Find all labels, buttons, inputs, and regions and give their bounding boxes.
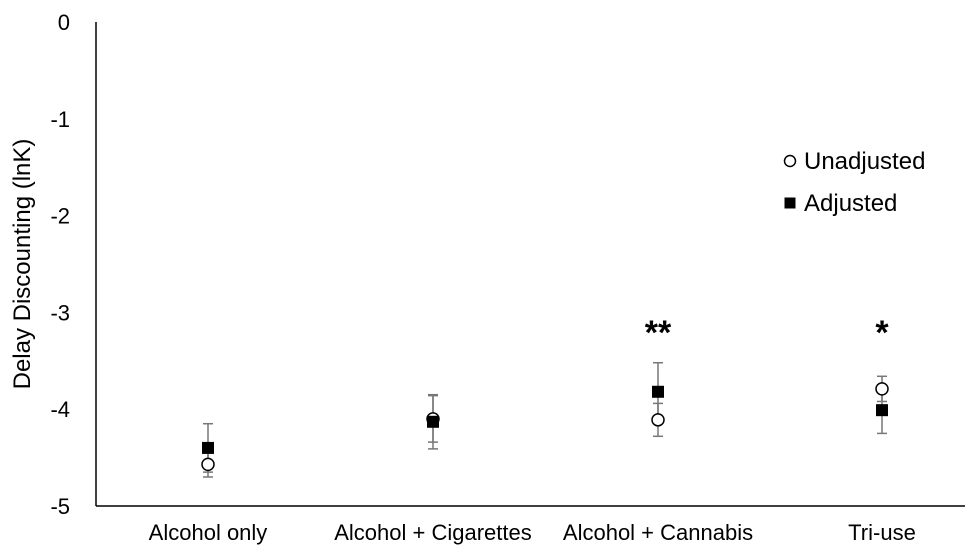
legend: Unadjusted Adjusted: [783, 148, 925, 217]
data-points: [201, 382, 889, 472]
legend-marker-adjusted: [784, 197, 796, 209]
category-label: Alcohol + Cannabis: [563, 520, 753, 545]
y-axis-label: Delay Discounting (lnK): [9, 139, 36, 390]
category-labels: Alcohol only Alcohol + Cigarettes Alcohol …: [149, 520, 916, 545]
y-tick-labels: 0 -1 -2 -3 -4 -5: [50, 10, 70, 519]
y-tick-label: -1: [50, 107, 70, 132]
point-unadjusted: [651, 413, 665, 427]
point-unadjusted: [875, 382, 889, 396]
significance-annotation: **: [645, 314, 672, 352]
error-bars: [203, 361, 887, 478]
legend-label: Unadjusted: [804, 148, 925, 175]
point-adjusted: [202, 441, 214, 454]
significance-annotations: ** *: [645, 314, 890, 352]
category-label: Tri-use: [848, 520, 916, 545]
y-tick-label: -3: [50, 300, 70, 325]
category-label: Alcohol + Cigarettes: [334, 520, 532, 545]
y-tick-label: -4: [50, 397, 70, 422]
point-adjusted: [427, 415, 439, 428]
y-tick-label: -5: [50, 494, 70, 519]
significance-annotation: *: [875, 314, 889, 352]
y-tick-label: 0: [58, 10, 70, 35]
legend-label: Adjusted: [804, 190, 897, 217]
legend-marker-unadjusted: [783, 154, 797, 168]
point-unadjusted: [201, 457, 215, 472]
point-adjusted: [652, 385, 664, 398]
axes: [95, 22, 965, 507]
point-adjusted: [876, 404, 888, 417]
category-label: Alcohol only: [149, 520, 268, 545]
y-tick-label: -2: [50, 204, 70, 229]
